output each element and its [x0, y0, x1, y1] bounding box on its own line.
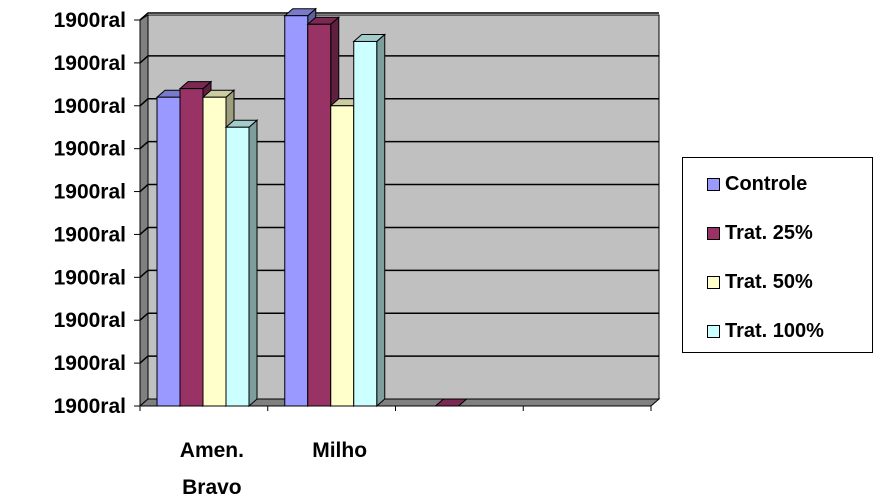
y-tick-label: 1900ral: [54, 309, 126, 332]
bar: [224, 119, 259, 408]
y-tick-label: 1900ral: [54, 181, 126, 204]
legend-label: Controle: [725, 172, 808, 195]
legend-label: Trat. 50%: [725, 270, 813, 293]
gridline: [139, 12, 659, 21]
legend-item-trat-100: Trat. 100%: [707, 319, 824, 343]
bar: [434, 398, 468, 407]
side-wall: [139, 14, 149, 408]
y-tick-label: 1900ral: [54, 266, 126, 289]
gridline: [139, 355, 659, 364]
legend-swatch: [707, 324, 720, 338]
legend-item-trat-25: Trat. 25%: [707, 221, 813, 245]
x-category-label: Milho: [312, 439, 367, 462]
legend-label: Trat. 100%: [725, 319, 824, 342]
legend-item-trat-50: Trat. 50%: [707, 270, 813, 294]
legend-swatch: [707, 226, 720, 240]
x-category-label: Amen.: [180, 439, 244, 462]
gridline: [139, 312, 659, 321]
gridline: [139, 183, 659, 193]
x-category-label: Bravo: [182, 476, 242, 499]
legend-swatch: [707, 177, 720, 191]
legend-label: Trat. 25%: [725, 221, 813, 244]
gridline: [139, 55, 659, 64]
y-tick-label: 1900ral: [54, 352, 126, 375]
legend-item-controle: Controle: [707, 172, 807, 196]
legend-swatch: [707, 275, 720, 289]
gridline: [139, 98, 659, 107]
y-tick-label: 1900ral: [54, 138, 126, 161]
bar: [352, 33, 387, 408]
legend: Controle Trat. 25% Trat. 50% Trat. 100%: [682, 157, 873, 353]
y-tick-label: 1900ral: [54, 9, 126, 32]
y-tick-label: 1900ral: [54, 95, 126, 118]
y-tick-label: 1900ral: [54, 52, 126, 75]
gridline: [139, 226, 659, 236]
gridline: [139, 140, 659, 150]
y-tick-label: 1900ral: [54, 223, 126, 246]
y-tick-label: 1900ral: [54, 395, 126, 418]
gridline: [139, 269, 659, 278]
